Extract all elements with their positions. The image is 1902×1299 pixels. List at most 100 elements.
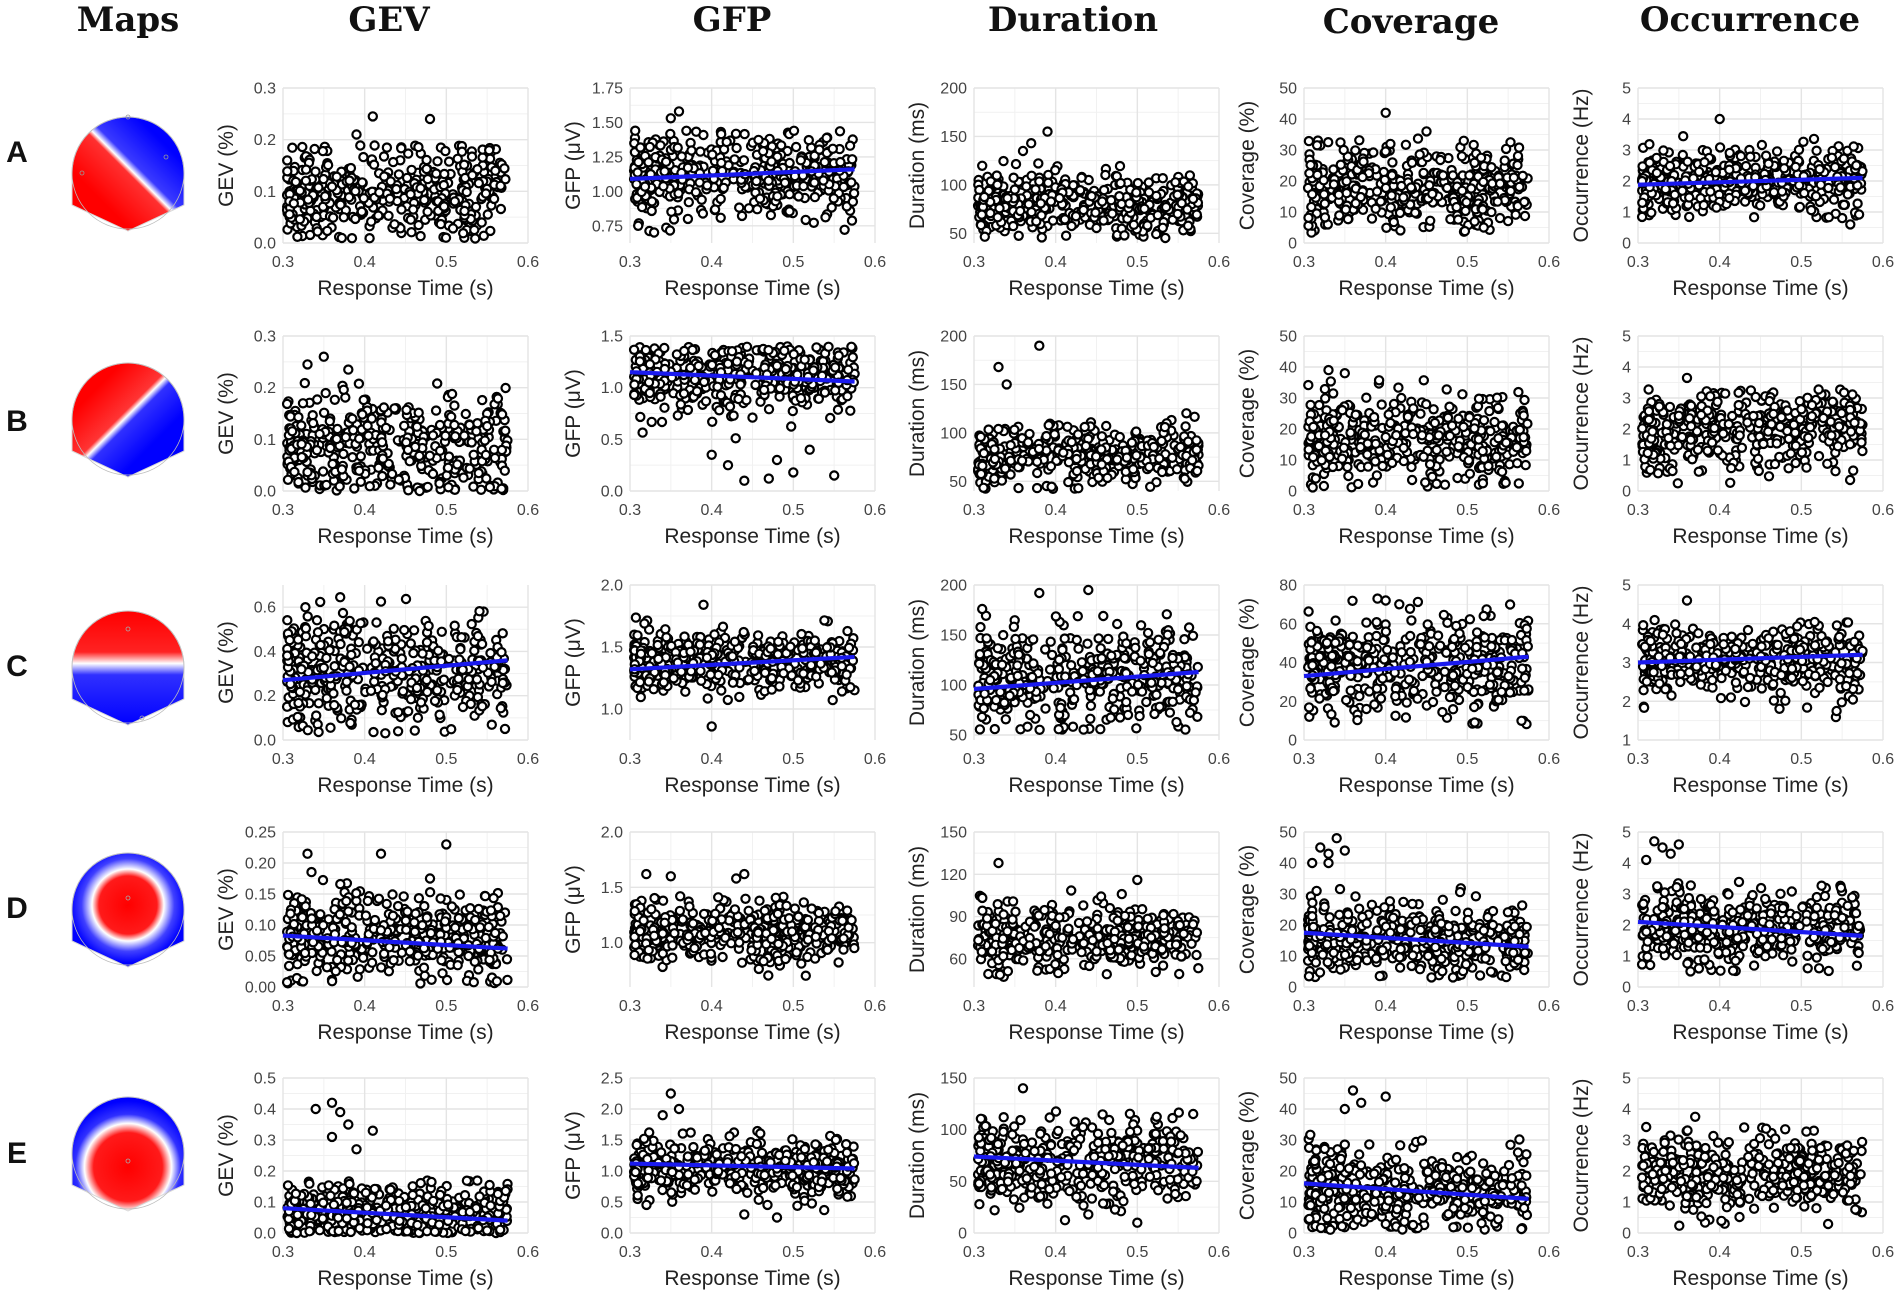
data-point: [1005, 440, 1016, 451]
data-point: [1100, 169, 1111, 181]
data-point: [488, 193, 500, 205]
data-point: [313, 726, 324, 738]
data-point: [1031, 456, 1043, 467]
data-point: [1327, 461, 1339, 473]
data-point: [1031, 482, 1043, 494]
data-point: [355, 140, 366, 151]
data-point: [499, 465, 510, 476]
data-point: [443, 482, 454, 493]
data-point: [1464, 170, 1475, 181]
data-point: [438, 179, 449, 191]
data-point: [848, 188, 860, 199]
data-point: [1307, 451, 1319, 463]
data-point: [402, 444, 414, 456]
data-point: [314, 428, 325, 440]
data-point: [1511, 458, 1523, 469]
data-point: [1183, 181, 1194, 192]
data-point: [1667, 198, 1679, 209]
data-point: [1852, 198, 1863, 209]
data-point: [403, 148, 414, 159]
data-point: [1071, 465, 1083, 477]
data-point: [1833, 421, 1845, 432]
data-point: [481, 473, 492, 484]
data-point: [1383, 409, 1394, 420]
data-point: [324, 416, 335, 427]
data-point: [707, 149, 718, 160]
data-point: [1646, 207, 1657, 218]
data-point: [1652, 468, 1664, 479]
data-points: [281, 592, 512, 739]
y-tick-label: 0: [1288, 236, 1297, 253]
data-point: [1458, 421, 1469, 433]
data-point: [1783, 433, 1795, 445]
data-point: [1398, 442, 1409, 454]
x-tick-label: 0.6: [1872, 254, 1894, 271]
x-tick-label: 0.3: [619, 502, 641, 519]
data-point: [427, 430, 439, 441]
row-label-b: B: [6, 405, 28, 438]
data-point: [629, 389, 640, 401]
data-point: [300, 164, 312, 175]
data-point: [722, 358, 734, 369]
data-point: [1316, 455, 1327, 466]
data-point: [1460, 205, 1471, 217]
data-point: [1357, 171, 1368, 183]
data-point: [1798, 187, 1810, 199]
data-point: [1390, 430, 1402, 441]
data-point: [1832, 441, 1844, 452]
data-point: [658, 180, 669, 192]
data-point: [1677, 130, 1689, 142]
data-point: [338, 448, 349, 460]
data-point: [430, 405, 442, 416]
data-points: [1637, 372, 1868, 489]
data-point: [1176, 197, 1187, 209]
data-point: [338, 212, 349, 223]
data-point: [1853, 209, 1865, 220]
data-point: [1696, 391, 1707, 402]
data-point: [434, 419, 446, 431]
data-point: [282, 155, 293, 166]
data-point: [1514, 181, 1525, 193]
data-point: [1823, 211, 1835, 223]
data-point: [846, 215, 858, 226]
data-point: [1518, 410, 1529, 421]
y-tick-label: 20: [1279, 422, 1297, 439]
data-point: [357, 177, 368, 188]
x-tick-label: 0.4: [1045, 502, 1067, 519]
data-point: [1464, 412, 1475, 423]
data-point: [1387, 157, 1398, 168]
data-point: [1752, 453, 1764, 464]
data-point: [1096, 459, 1107, 470]
data-point: [421, 637, 433, 648]
data-point: [300, 623, 312, 634]
data-point: [376, 437, 388, 448]
data-point: [750, 379, 761, 391]
topomap-d: [71, 852, 185, 968]
data-point: [1412, 133, 1424, 144]
data-point: [795, 392, 807, 404]
data-point: [819, 156, 830, 168]
data-point: [1318, 175, 1329, 186]
data-point: [646, 416, 657, 428]
data-point: [1021, 181, 1032, 192]
data-point: [1072, 429, 1084, 440]
data-point: [1093, 472, 1104, 483]
data-point: [378, 151, 390, 162]
data-point: [771, 454, 783, 466]
data-point: [1806, 204, 1817, 216]
data-point: [672, 142, 683, 153]
data-point: [1090, 207, 1101, 218]
data-point: [446, 388, 458, 400]
data-point: [1328, 179, 1340, 190]
data-point: [1398, 192, 1409, 203]
data-point: [431, 168, 442, 179]
data-point: [637, 427, 648, 438]
data-point: [1844, 474, 1856, 486]
data-point: [287, 142, 298, 153]
data-point: [1699, 156, 1710, 168]
data-point: [379, 171, 390, 182]
data-point: [655, 140, 666, 151]
data-point: [1073, 483, 1084, 494]
data-point: [1418, 167, 1429, 179]
data-point: [672, 410, 684, 421]
